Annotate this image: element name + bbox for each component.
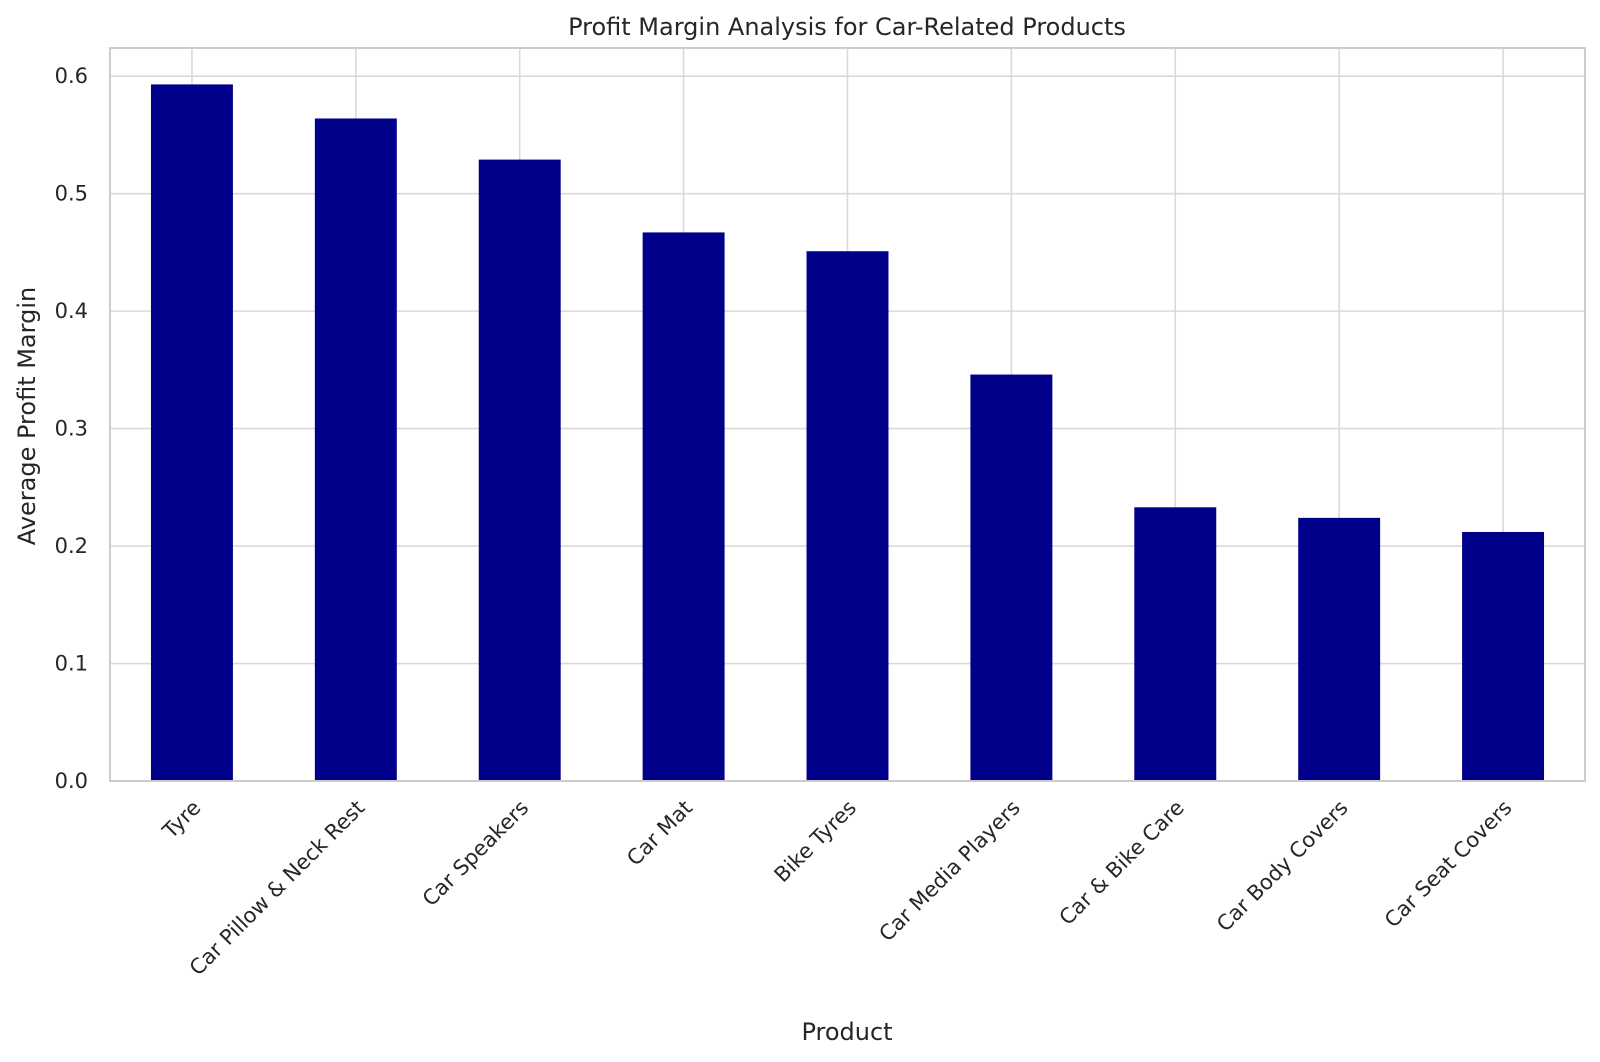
bar (478, 159, 561, 782)
y-tick-label: 0.4 (55, 299, 88, 323)
bar (806, 251, 889, 782)
y-tick-label: 0.0 (55, 769, 88, 793)
bars (150, 84, 1545, 782)
bar (1298, 517, 1381, 781)
bar (970, 374, 1053, 781)
bar (1462, 531, 1545, 781)
bar (642, 232, 725, 781)
bar (1134, 507, 1217, 781)
y-tick-label: 0.2 (55, 534, 88, 558)
y-tick-label: 0.3 (55, 417, 88, 441)
y-tick-label: 0.6 (55, 64, 88, 88)
bar (314, 118, 397, 781)
y-axis-ticks: 0.0 0.1 0.2 0.3 0.4 0.5 0.6 (55, 64, 88, 793)
y-axis-label: Average Profit Margin (13, 287, 41, 545)
x-axis-label: Product (801, 1018, 892, 1046)
chart-title: Profit Margin Analysis for Car-Related P… (568, 13, 1126, 41)
bar (150, 84, 233, 782)
plot-frame (109, 47, 1586, 782)
y-tick-label: 0.1 (55, 652, 88, 676)
y-tick-label: 0.5 (55, 182, 88, 206)
